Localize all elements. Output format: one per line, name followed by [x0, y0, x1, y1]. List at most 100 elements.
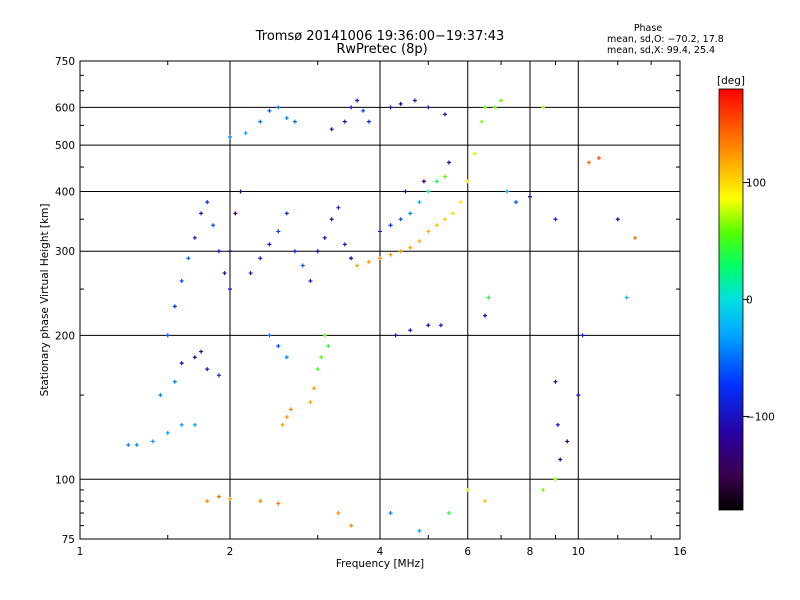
data-point: [586, 160, 591, 165]
data-point: [336, 511, 341, 516]
data-point: [378, 256, 382, 261]
data-point: [355, 98, 360, 103]
data-point: [248, 271, 253, 276]
y-tick-label: 100: [55, 474, 75, 486]
data-point: [172, 379, 177, 384]
data-point: [126, 442, 131, 447]
grid-lines: [80, 61, 680, 539]
data-point: [276, 229, 281, 234]
data-point: [426, 323, 431, 328]
y-tick-label: 500: [55, 140, 75, 152]
data-point: [576, 393, 581, 398]
data-point: [442, 217, 447, 222]
data-point: [172, 304, 177, 309]
data-point: [633, 235, 638, 240]
data-point: [624, 295, 629, 300]
x-tick-label: 6: [464, 546, 471, 558]
data-point: [258, 256, 263, 261]
data-point: [199, 349, 204, 354]
x-tick-label: 16: [673, 546, 687, 558]
y-tick-label: 400: [55, 186, 75, 198]
data-point: [417, 239, 422, 244]
data-point: [228, 287, 232, 292]
y-tick-label: 600: [55, 102, 75, 114]
data-point: [284, 115, 289, 120]
data-point: [434, 179, 439, 184]
data-point: [553, 379, 558, 384]
data-point: [393, 333, 398, 338]
data-points: [126, 98, 638, 533]
data-point: [361, 108, 366, 113]
stats-title: Phase: [634, 23, 663, 34]
data-point: [555, 422, 560, 427]
data-point: [388, 511, 393, 516]
data-point: [349, 523, 354, 528]
colorbar-ticks: 100 0 −100: [743, 178, 775, 423]
data-point: [276, 501, 281, 506]
data-point: [580, 333, 585, 338]
data-point: [450, 211, 455, 216]
data-point: [426, 105, 431, 110]
data-point: [553, 477, 558, 482]
data-point: [366, 259, 371, 264]
data-point: [483, 105, 488, 110]
data-point: [492, 105, 497, 110]
x-axis-label: Frequency [MHz]: [336, 558, 424, 570]
data-point: [417, 528, 422, 533]
data-point: [349, 256, 354, 261]
data-point: [499, 98, 504, 103]
data-point: [205, 200, 210, 205]
y-tick-label: 750: [55, 56, 75, 68]
data-point: [388, 252, 393, 257]
y-tick-label: 200: [55, 330, 75, 342]
data-point: [292, 249, 297, 254]
data-point: [192, 235, 197, 240]
data-point: [179, 278, 184, 283]
data-point: [233, 211, 238, 216]
data-point: [355, 263, 360, 268]
data-point: [486, 295, 491, 300]
data-point: [615, 217, 620, 222]
data-point: [322, 235, 327, 240]
data-point: [479, 119, 484, 124]
data-point: [458, 200, 463, 205]
data-point: [280, 422, 285, 427]
data-point: [228, 249, 232, 254]
data-point: [438, 323, 443, 328]
data-point: [150, 439, 155, 444]
data-point: [398, 217, 403, 222]
data-point: [308, 400, 313, 405]
data-point: [408, 211, 413, 216]
data-point: [216, 373, 221, 378]
data-point: [243, 131, 248, 136]
data-point: [408, 328, 413, 333]
data-point: [300, 263, 305, 268]
colorbar-tick-label: 100: [746, 178, 766, 190]
data-point: [565, 439, 570, 444]
data-point: [426, 229, 431, 234]
data-point: [205, 367, 210, 372]
data-point: [446, 511, 451, 516]
data-point: [483, 313, 488, 318]
data-point: [408, 245, 413, 250]
data-point: [326, 344, 331, 349]
data-point: [319, 355, 324, 360]
data-point: [472, 151, 477, 156]
data-point: [541, 105, 546, 110]
x-tick-label: 10: [572, 546, 585, 558]
x-tick-label: 8: [527, 546, 534, 558]
axis-ticks: 1 2 4 6 8 10 16 75 100 200 300 400 500 600 750: [55, 56, 687, 558]
data-point: [553, 217, 558, 222]
x-tick-label: 4: [377, 546, 384, 558]
data-point: [442, 174, 447, 179]
data-point: [134, 442, 139, 447]
data-point: [284, 211, 289, 216]
data-point: [315, 367, 320, 372]
colorbar-tick-label: 0: [746, 295, 753, 307]
data-point: [186, 256, 191, 261]
stats-line-x: mean, sd,X: 99.4, 25.4: [607, 45, 715, 56]
data-point: [292, 119, 297, 124]
data-point: [528, 194, 532, 199]
data-point: [446, 160, 451, 165]
